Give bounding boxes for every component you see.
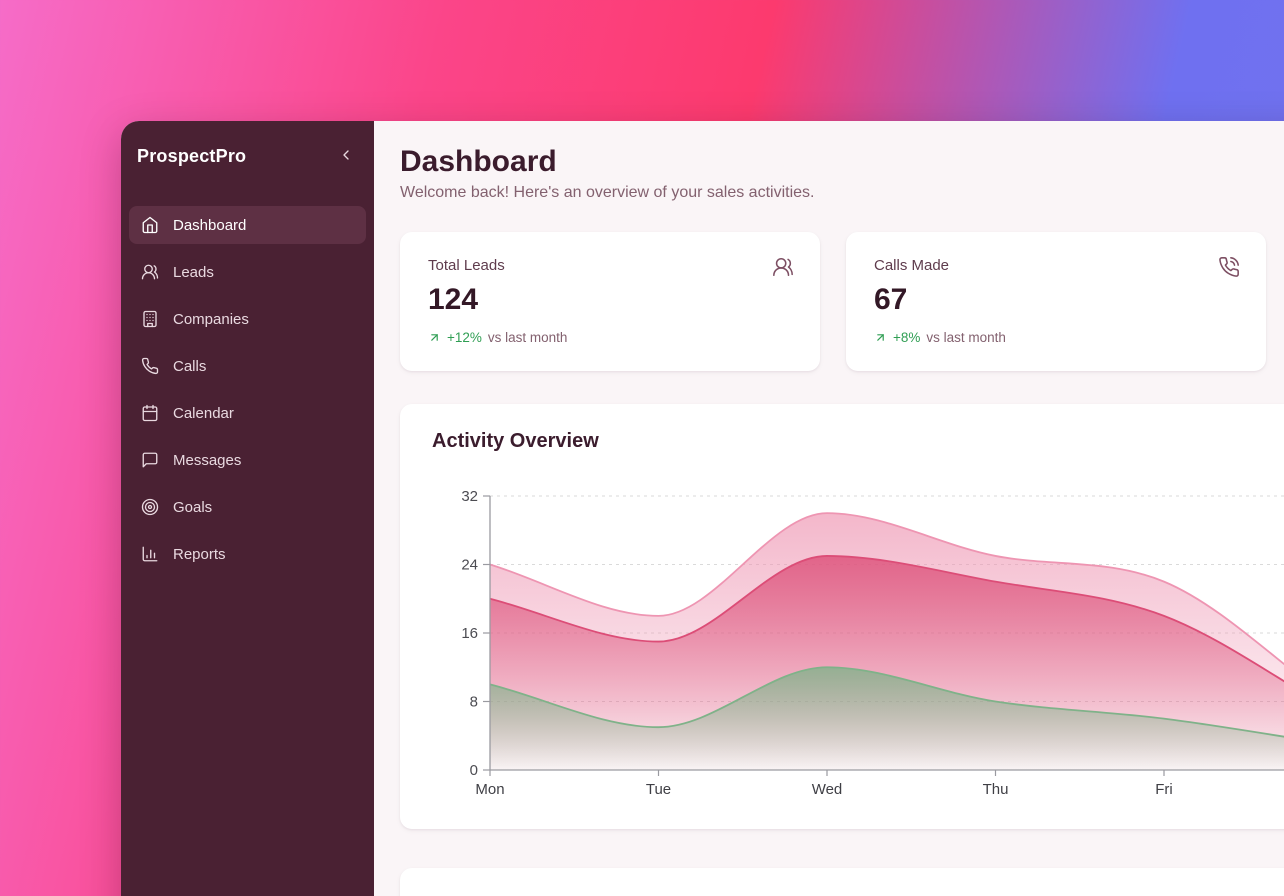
trend-suffix: vs last month: [487, 330, 568, 345]
sidebar-item-label: Leads: [173, 263, 214, 281]
svg-text:24: 24: [461, 557, 478, 574]
sidebar-item-companies[interactable]: Companies: [129, 300, 366, 338]
svg-text:Tue: Tue: [646, 781, 671, 798]
home-icon: [141, 216, 159, 234]
svg-text:0: 0: [470, 762, 478, 779]
page-subtitle: Welcome back! Here's an overview of your…: [400, 184, 815, 201]
stats-grid: Total Leads 124 +12% vs last month Calls…: [400, 232, 1284, 371]
app-window: ProspectPro Dashboard Leads Companies Ca…: [121, 121, 1284, 896]
svg-text:32: 32: [461, 488, 478, 505]
activity-area-chart[interactable]: 08162432MonTueWedThuFriSat: [424, 471, 1284, 801]
phone-icon: [141, 357, 159, 375]
sidebar-item-label: Goals: [173, 498, 213, 516]
sidebar-item-dashboard[interactable]: Dashboard: [129, 206, 366, 244]
chevron-left-icon: [338, 147, 354, 166]
sidebar-item-calendar[interactable]: Calendar: [129, 394, 366, 432]
sidebar-item-label: Messages: [173, 451, 242, 469]
phone-call-icon: [1218, 256, 1240, 283]
trend-suffix: vs last month: [926, 330, 1006, 345]
page-title: Dashboard: [400, 145, 557, 178]
sidebar-header: ProspectPro: [129, 145, 366, 168]
bar-chart-icon: [141, 545, 159, 563]
svg-text:8: 8: [470, 694, 478, 711]
sidebar-item-reports[interactable]: Reports: [129, 535, 366, 573]
stat-label: Calls Made: [874, 257, 950, 274]
sidebar-item-label: Reports: [173, 545, 226, 563]
users-icon: [141, 263, 159, 281]
stat-card-calls-made: Calls Made 67 +8% vs last month: [846, 232, 1266, 371]
svg-text:Thu: Thu: [983, 781, 1009, 798]
trend-change: +8%: [893, 330, 921, 345]
chart-title: Activity Overview: [432, 430, 599, 452]
svg-text:Fri: Fri: [1155, 781, 1173, 798]
sidebar-item-label: Dashboard: [173, 216, 247, 234]
partial-card: [400, 868, 1284, 896]
sidebar-item-goals[interactable]: Goals: [129, 488, 366, 526]
stat-trend: +8% vs last month: [874, 330, 1238, 345]
sidebar-item-label: Companies: [173, 310, 249, 328]
sidebar-nav: Dashboard Leads Companies Calls Calendar…: [129, 206, 366, 573]
sidebar-collapse-button[interactable]: [336, 145, 356, 168]
brand-logo: ProspectPro: [137, 146, 247, 166]
sidebar-item-label: Calls: [173, 357, 207, 375]
svg-text:Wed: Wed: [812, 781, 843, 798]
svg-text:Mon: Mon: [475, 781, 504, 798]
stat-value: 124: [428, 283, 479, 316]
stat-card-total-leads: Total Leads 124 +12% vs last month: [400, 232, 820, 371]
message-square-icon: [141, 451, 159, 469]
calendar-icon: [141, 404, 159, 422]
sidebar-item-calls[interactable]: Calls: [129, 347, 366, 385]
target-icon: [141, 498, 159, 516]
building-icon: [141, 310, 159, 328]
stat-trend: +12% vs last month: [428, 330, 792, 345]
users-icon: [772, 256, 794, 283]
sidebar-item-label: Calendar: [173, 404, 234, 422]
arrow-up-right-icon: [874, 331, 887, 344]
trend-change: +12%: [447, 330, 482, 345]
sidebar-item-messages[interactable]: Messages: [129, 441, 366, 479]
main-content: Dashboard Welcome back! Here's an overvi…: [374, 121, 1284, 896]
activity-overview-card: Activity Overview 0 8 16 24 32 Mon Tue Wed Thu Fr…: [400, 404, 1284, 829]
stat-value: 67: [874, 283, 908, 316]
svg-text:16: 16: [461, 625, 478, 642]
sidebar-item-leads[interactable]: Leads: [129, 253, 366, 291]
stat-label: Total Leads: [428, 257, 505, 274]
arrow-up-right-icon: [428, 331, 441, 344]
sidebar: ProspectPro Dashboard Leads Companies Ca…: [121, 121, 374, 896]
